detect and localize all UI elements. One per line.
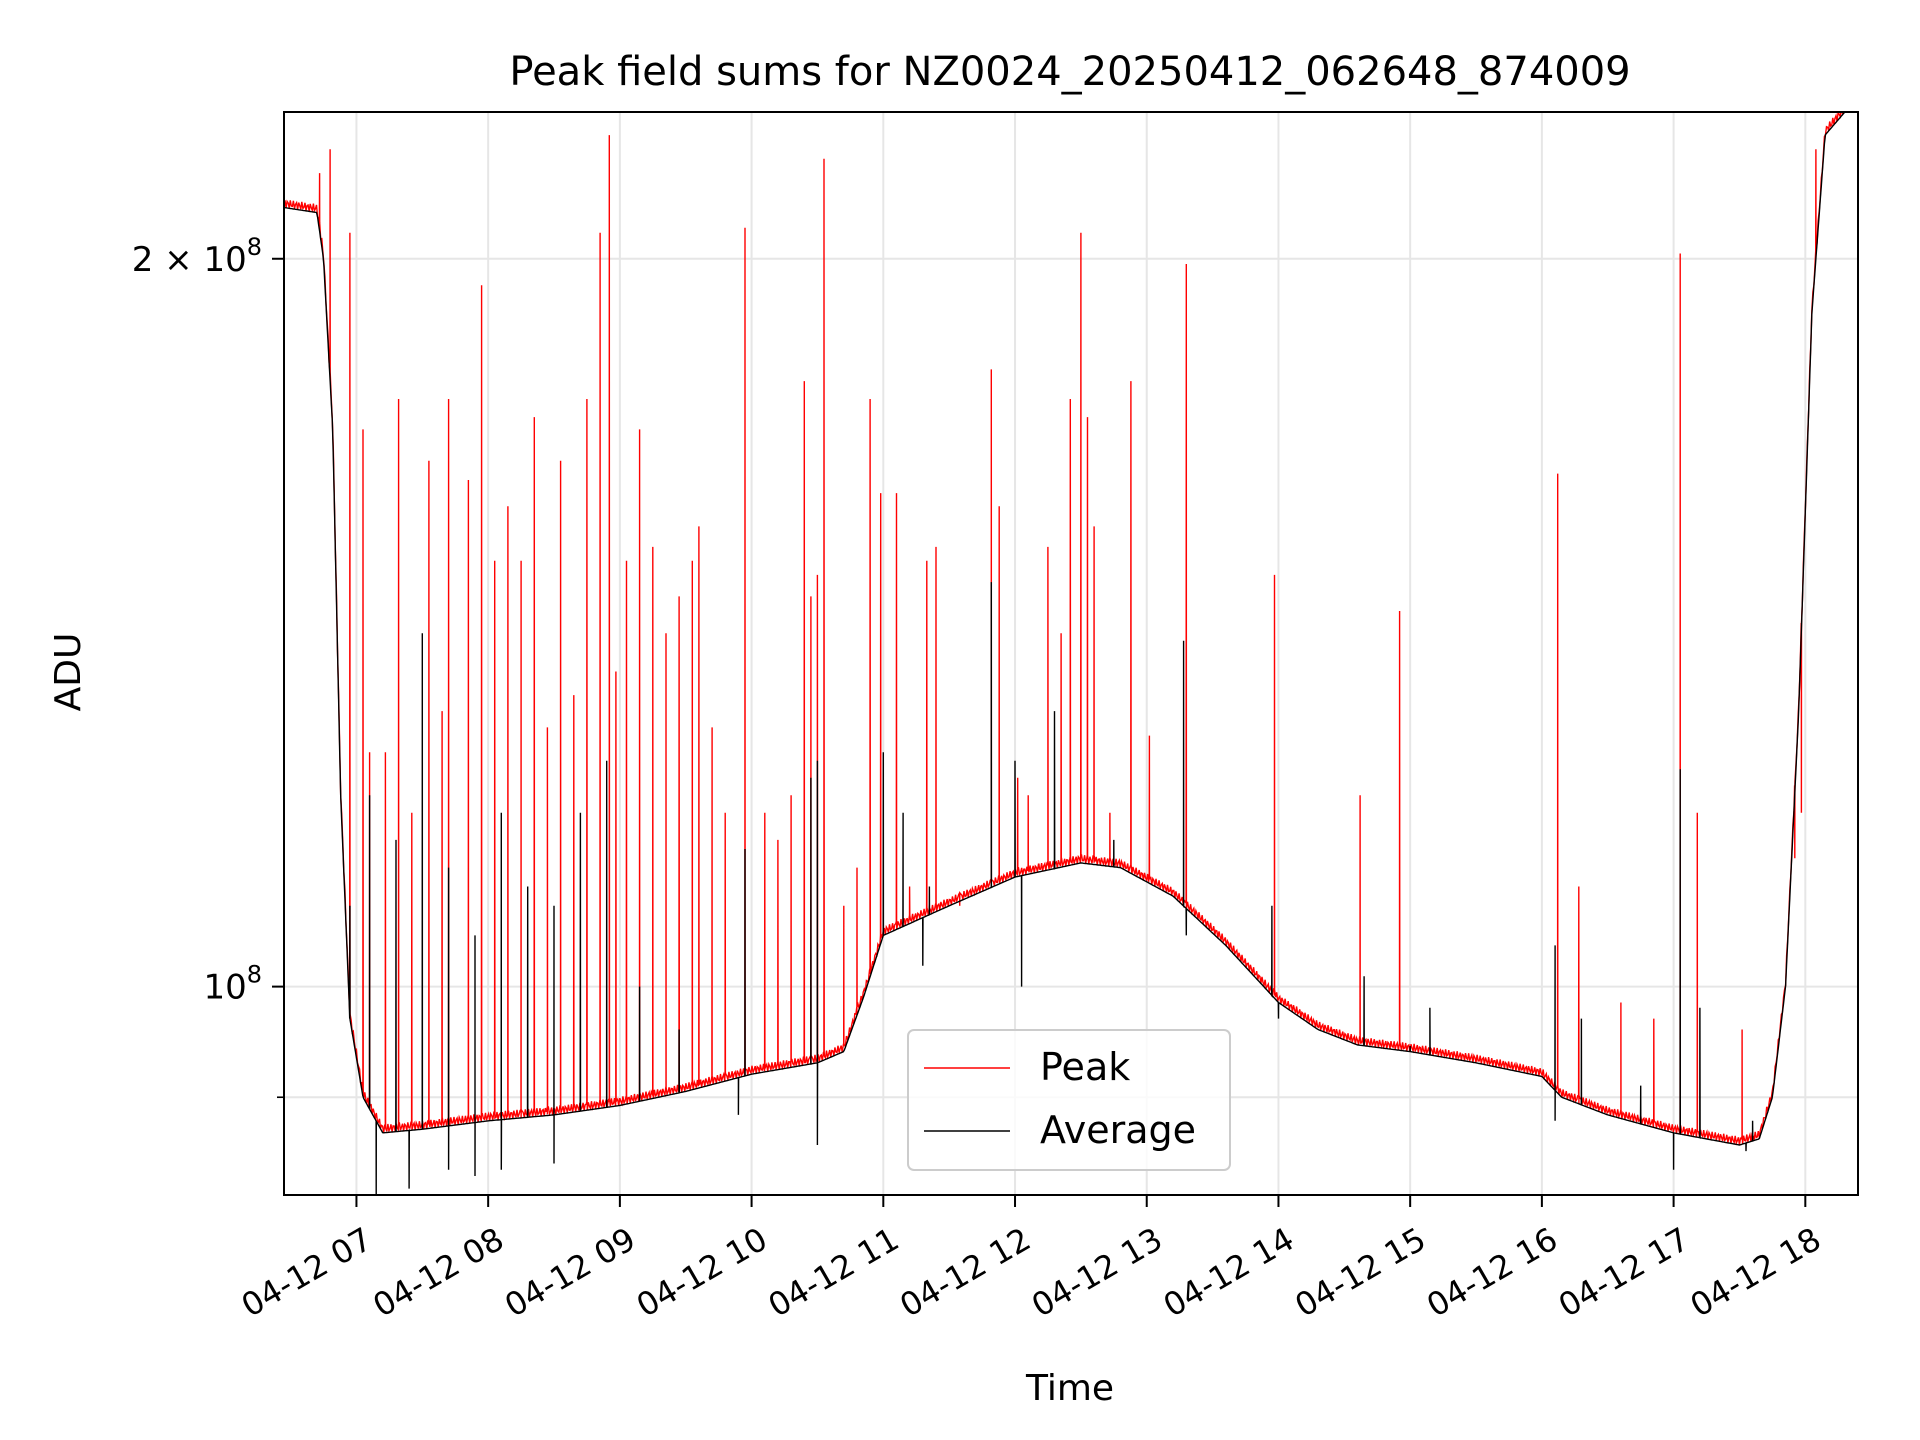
legend-peak-label: Peak (1040, 1045, 1130, 1089)
average-series-line (284, 112, 1858, 1195)
y-axis: 108 2 × 108 (132, 233, 284, 1099)
legend-average-label: Average (1040, 1108, 1196, 1152)
legend: Peak Average (907, 1029, 1231, 1171)
y-tick-label: 2 × 108 (132, 233, 262, 280)
chart-title: Peak field sums for NZ0024_20250412_0626… (509, 49, 1630, 95)
legend-box (907, 1029, 1231, 1171)
y-tick-label: 108 (203, 961, 262, 1008)
plot-frame (283, 111, 1859, 1196)
y-axis-label: ADU (48, 633, 89, 712)
plot-area (284, 112, 1858, 1195)
x-axis-label: Time (1025, 1368, 1114, 1409)
grid (284, 112, 1858, 1195)
peak-series-line (284, 112, 1858, 1146)
series-layer (284, 112, 1858, 1195)
